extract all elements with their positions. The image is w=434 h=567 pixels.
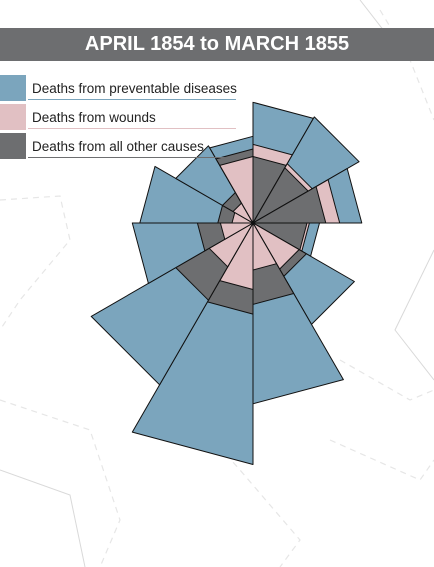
- legend: Deaths from preventable diseases Deaths …: [0, 75, 240, 162]
- legend-underline-wounds: [28, 128, 236, 129]
- legend-label-other: Deaths from all other causes: [32, 139, 204, 154]
- legend-label-preventable: Deaths from preventable diseases: [32, 81, 237, 96]
- wedge-wounds-mar-1855: [219, 156, 254, 224]
- legend-item-other: Deaths from all other causes: [0, 133, 240, 162]
- chart-title: APRIL 1854 to MARCH 1855: [84, 33, 350, 55]
- legend-item-preventable: Deaths from preventable diseases: [0, 75, 240, 104]
- legend-item-wounds: Deaths from wounds: [0, 104, 240, 133]
- legend-label-wounds: Deaths from wounds: [32, 110, 156, 125]
- legend-swatch-preventable: [0, 75, 26, 101]
- legend-underline-preventable: [28, 99, 236, 100]
- legend-underline-other: [28, 157, 236, 158]
- legend-swatch-wounds: [0, 104, 26, 130]
- title-bar: APRIL 1854 to MARCH 1855: [0, 28, 434, 61]
- legend-swatch-other: [0, 133, 26, 159]
